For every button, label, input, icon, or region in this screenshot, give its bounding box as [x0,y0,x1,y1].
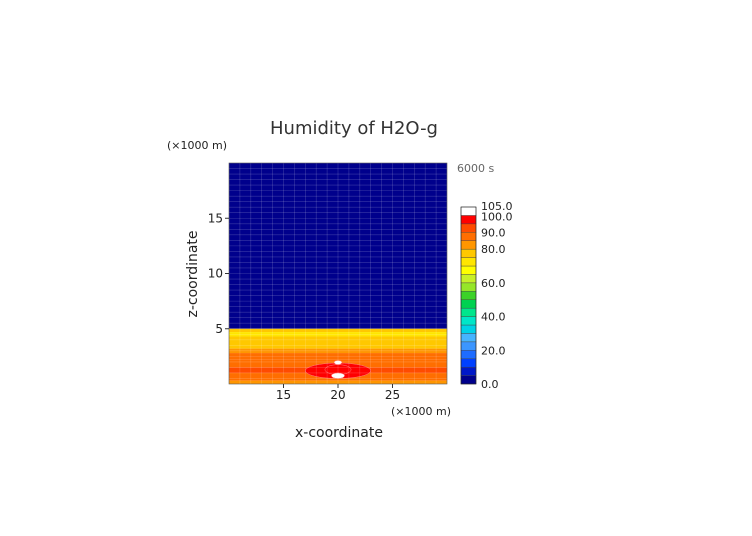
y-ticks: 5 10 15 [208,211,229,336]
colorbar-swatch [460,206,477,216]
colorbar-swatch [460,358,477,368]
colorbar-label: 105.0 [481,200,513,213]
colorbar-swatch [460,299,477,309]
contour-band [229,336,447,349]
colorbar-swatch [460,274,477,284]
plot-fill [229,163,447,384]
colorbar-swatch [460,366,477,376]
contour-band [229,328,447,333]
contour-band [229,353,447,360]
y-axis-label: z-coordinate [185,230,201,317]
x-tick-label: 20 [330,388,345,402]
colorbar-swatch [460,265,477,275]
colorbar-swatch [460,223,477,233]
colorbar-swatch [460,282,477,292]
colorbar-swatch [460,215,477,225]
colorbar-swatch [460,248,477,258]
y-unit-label: (×1000 m) [167,139,227,152]
colorbar-swatch [460,307,477,317]
time-label: 6000 s [457,162,494,175]
contour-band [229,348,447,354]
y-tick-label: 15 [208,211,223,225]
y-tick-label: 10 [208,267,223,281]
colorbar-swatch [460,350,477,359]
x-unit-label: (×1000 m) [391,405,451,418]
colorbar-label: 80.0 [481,243,506,256]
grid-mesh [229,163,447,384]
colorbar-swatch [460,333,477,343]
x-ticks: 15 20 25 [276,384,400,402]
colorbar-label: 90.0 [481,226,506,239]
plot-area [228,162,448,385]
colorbar-swatch [460,257,477,267]
colorbar-label: 40.0 [481,311,506,324]
colorbar-swatch [460,324,477,334]
colorbar-swatch [460,240,477,250]
x-tick-label: 25 [385,388,400,402]
colorbar-swatch [460,232,477,241]
colorbar-label: 20.0 [481,344,506,357]
colorbar-label: 60.0 [481,277,506,290]
colorbar-swatch [460,291,477,300]
contour-feature [331,372,345,379]
colorbar-label: 0.0 [481,378,499,391]
chart-title: Humidity of H2O-g [270,118,438,139]
contour-band [229,332,447,337]
contour-band [229,163,447,329]
x-tick-label: 15 [276,388,291,402]
contour-band [229,380,447,384]
colorbar-swatch [460,316,477,326]
colorbar-swatch [460,341,477,351]
y-tick-label: 5 [215,322,223,336]
colorbar-swatch [460,375,477,385]
contour-feature [333,360,343,365]
colorbar-label: 100.0 [481,210,513,223]
x-axis-label: x-coordinate [295,425,383,441]
colorbar-frame [460,206,477,385]
